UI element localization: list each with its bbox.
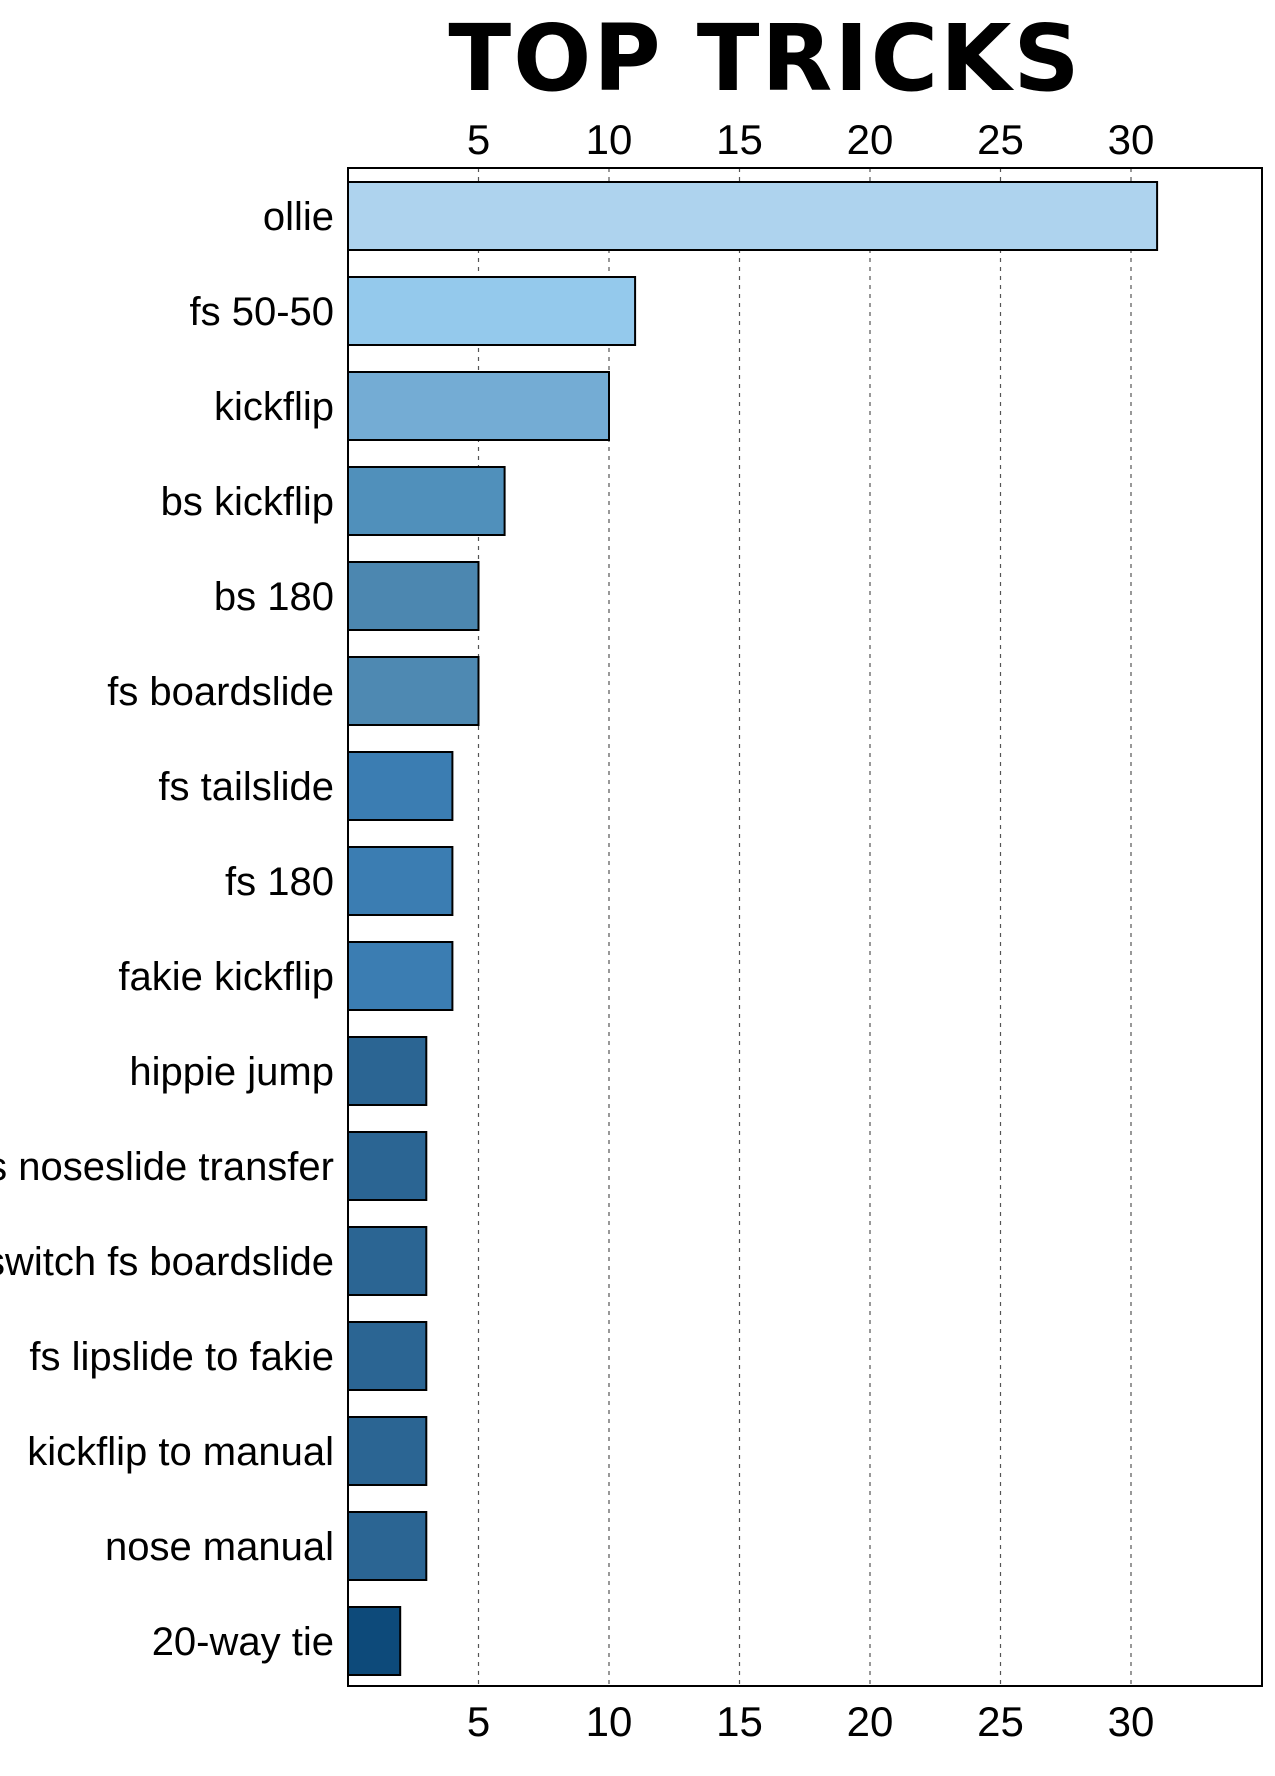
bar xyxy=(347,561,480,631)
bar xyxy=(347,276,637,346)
bottom-tick-label: 25 xyxy=(977,1698,1024,1745)
bar xyxy=(347,1036,428,1106)
plot-frame xyxy=(347,167,1263,1687)
category-label: fs 50-50 xyxy=(189,290,334,334)
category-label: switch fs boardslide xyxy=(0,1240,334,1284)
bar xyxy=(347,1511,428,1581)
bottom-axis-ticks: 5 10 15 20 25 30 xyxy=(467,1698,1155,1745)
category-label: fakie kickflip xyxy=(118,955,334,999)
bar xyxy=(347,751,454,821)
top-axis-ticks: 5 10 15 20 25 30 xyxy=(467,116,1155,163)
category-label: 20-way tie xyxy=(152,1620,334,1664)
top-tick-label: 25 xyxy=(977,116,1024,163)
chart-title: TOP TRICKS xyxy=(448,5,1081,112)
top-tick-label: 5 xyxy=(467,116,490,163)
category-label: kickflip to manual xyxy=(27,1430,334,1474)
bar xyxy=(347,1321,428,1391)
top-tick-label: 10 xyxy=(586,116,633,163)
category-label: nose manual xyxy=(105,1525,334,1569)
bar xyxy=(347,181,1159,251)
category-label: hippie jump xyxy=(129,1050,334,1094)
category-label: ollie xyxy=(263,195,334,239)
bar xyxy=(347,1131,428,1201)
bottom-tick-label: 10 xyxy=(586,1698,633,1745)
top-tick-label: 30 xyxy=(1108,116,1155,163)
category-label: kickflip xyxy=(214,385,334,429)
category-label: bs noseslide transfer xyxy=(0,1145,334,1189)
bar xyxy=(347,1416,428,1486)
bar xyxy=(347,466,506,536)
bottom-tick-label: 15 xyxy=(716,1698,763,1745)
category-label: bs kickflip xyxy=(161,480,334,524)
top-tick-label: 15 xyxy=(716,116,763,163)
bar xyxy=(347,656,480,726)
bar xyxy=(347,371,610,441)
bottom-tick-label: 30 xyxy=(1108,1698,1155,1745)
bar xyxy=(347,1226,428,1296)
bars xyxy=(347,181,1159,1676)
category-label: fs lipslide to fakie xyxy=(29,1335,334,1379)
category-label: fs boardslide xyxy=(107,670,334,714)
bar xyxy=(347,941,454,1011)
bar xyxy=(347,1606,402,1676)
bottom-tick-label: 20 xyxy=(847,1698,894,1745)
top-tick-label: 20 xyxy=(847,116,894,163)
category-label: fs 180 xyxy=(225,860,334,904)
category-label: fs tailslide xyxy=(158,765,334,809)
category-labels: ollie fs 50-50 kickflip bs kickflip bs 180 fs… xyxy=(0,195,334,1664)
bar xyxy=(347,846,454,916)
bottom-tick-label: 5 xyxy=(467,1698,490,1745)
category-label: bs 180 xyxy=(214,575,334,619)
